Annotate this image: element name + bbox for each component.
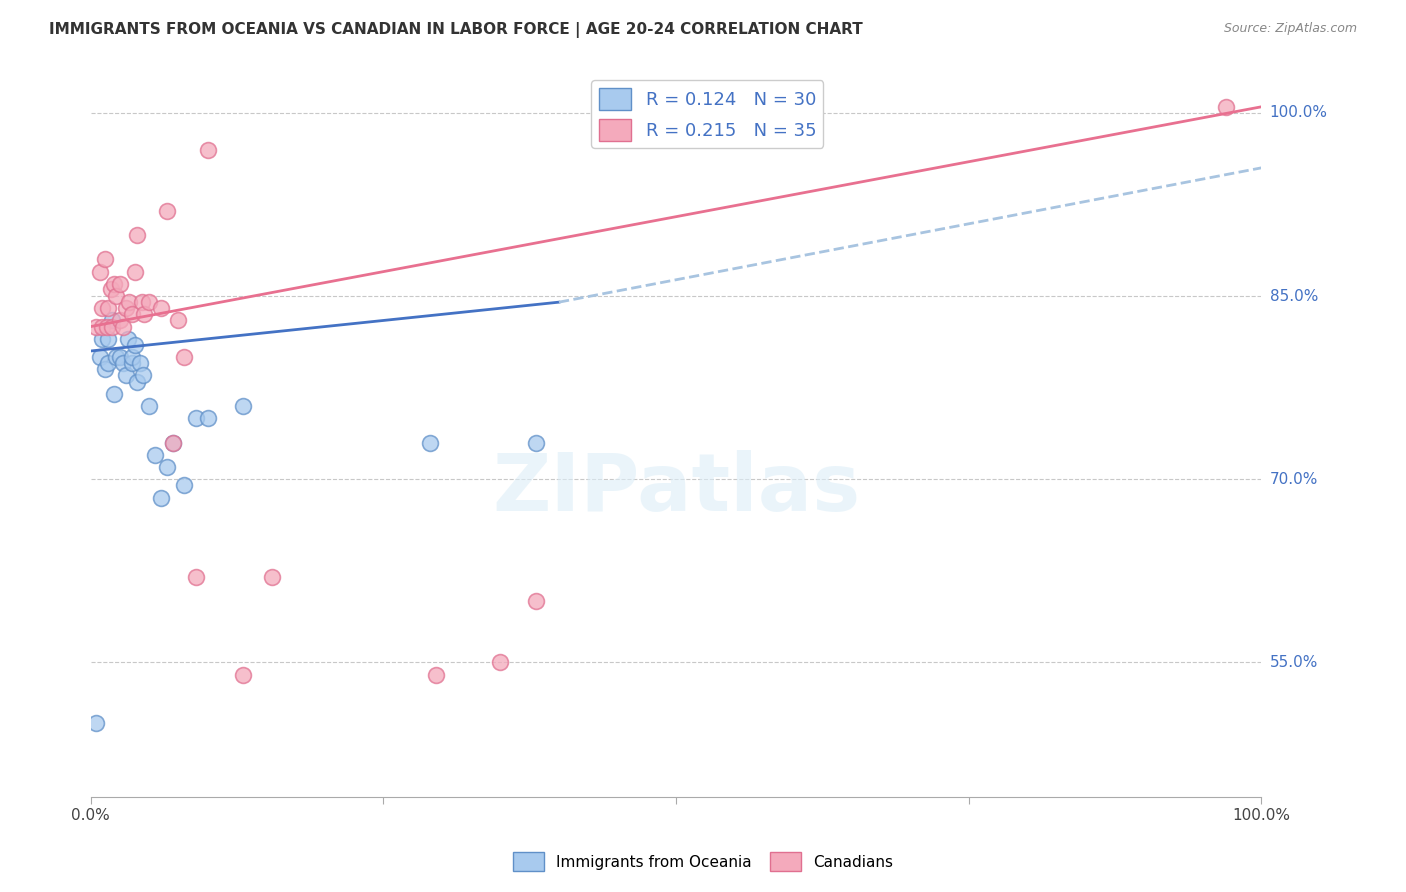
Point [91, 301, 114, 316]
Point [489, 656, 512, 670]
Point [419, 435, 441, 450]
Point [112, 356, 135, 370]
Point [97, 332, 120, 346]
Point [100, 282, 122, 296]
Point [96, 319, 118, 334]
Point [108, 350, 131, 364]
Point [184, 411, 207, 425]
Point [132, 368, 155, 383]
Point [173, 478, 195, 492]
Point [131, 295, 153, 310]
Point [162, 435, 184, 450]
Point [232, 399, 254, 413]
Legend: Immigrants from Oceania, Canadians: Immigrants from Oceania, Canadians [508, 847, 898, 877]
Point [167, 313, 190, 327]
Point [197, 411, 219, 425]
Point [97, 356, 120, 370]
Point [89, 265, 111, 279]
Text: 70.0%: 70.0% [1270, 472, 1317, 487]
Point [128, 356, 150, 370]
Point [100, 313, 122, 327]
Point [105, 350, 128, 364]
Point [184, 570, 207, 584]
Point [100, 319, 122, 334]
Text: 55.0%: 55.0% [1270, 655, 1317, 670]
Point [117, 332, 139, 346]
Point [425, 667, 447, 681]
Text: Source: ZipAtlas.com: Source: ZipAtlas.com [1223, 22, 1357, 36]
Point [149, 301, 172, 316]
Point [143, 448, 166, 462]
Point [138, 295, 160, 310]
Point [232, 667, 254, 681]
Point [91, 332, 114, 346]
Point [162, 435, 184, 450]
Point [118, 295, 141, 310]
Point [114, 301, 136, 316]
Point [121, 350, 143, 364]
Point [138, 399, 160, 413]
Point [124, 265, 146, 279]
Point [127, 375, 149, 389]
Point [156, 203, 179, 218]
Point [197, 143, 219, 157]
Point [103, 386, 125, 401]
Legend: R = 0.124   N = 30, R = 0.215   N = 35: R = 0.124 N = 30, R = 0.215 N = 35 [592, 80, 824, 148]
Point [262, 570, 284, 584]
Text: IMMIGRANTS FROM OCEANIA VS CANADIAN IN LABOR FORCE | AGE 20-24 CORRELATION CHART: IMMIGRANTS FROM OCEANIA VS CANADIAN IN L… [49, 22, 863, 38]
Point [127, 227, 149, 242]
Point [149, 491, 172, 505]
Point [134, 307, 156, 321]
Point [93, 252, 115, 267]
Text: 85.0%: 85.0% [1270, 288, 1317, 303]
Point [121, 307, 143, 321]
Point [97, 301, 120, 316]
Point [91, 319, 114, 334]
Point [124, 338, 146, 352]
Text: ZIPatlas: ZIPatlas [492, 450, 860, 528]
Point [89, 350, 111, 364]
Point [86, 716, 108, 731]
Point [156, 460, 179, 475]
Point [86, 319, 108, 334]
Text: 100.0%: 100.0% [1270, 105, 1327, 120]
Point [103, 277, 125, 291]
Point [114, 368, 136, 383]
Point [524, 435, 547, 450]
Point [121, 356, 143, 370]
Point [108, 313, 131, 327]
Point [105, 289, 128, 303]
Point [108, 277, 131, 291]
Point [524, 594, 547, 608]
Point [1215, 100, 1237, 114]
Point [112, 319, 135, 334]
Point [93, 362, 115, 376]
Point [173, 350, 195, 364]
